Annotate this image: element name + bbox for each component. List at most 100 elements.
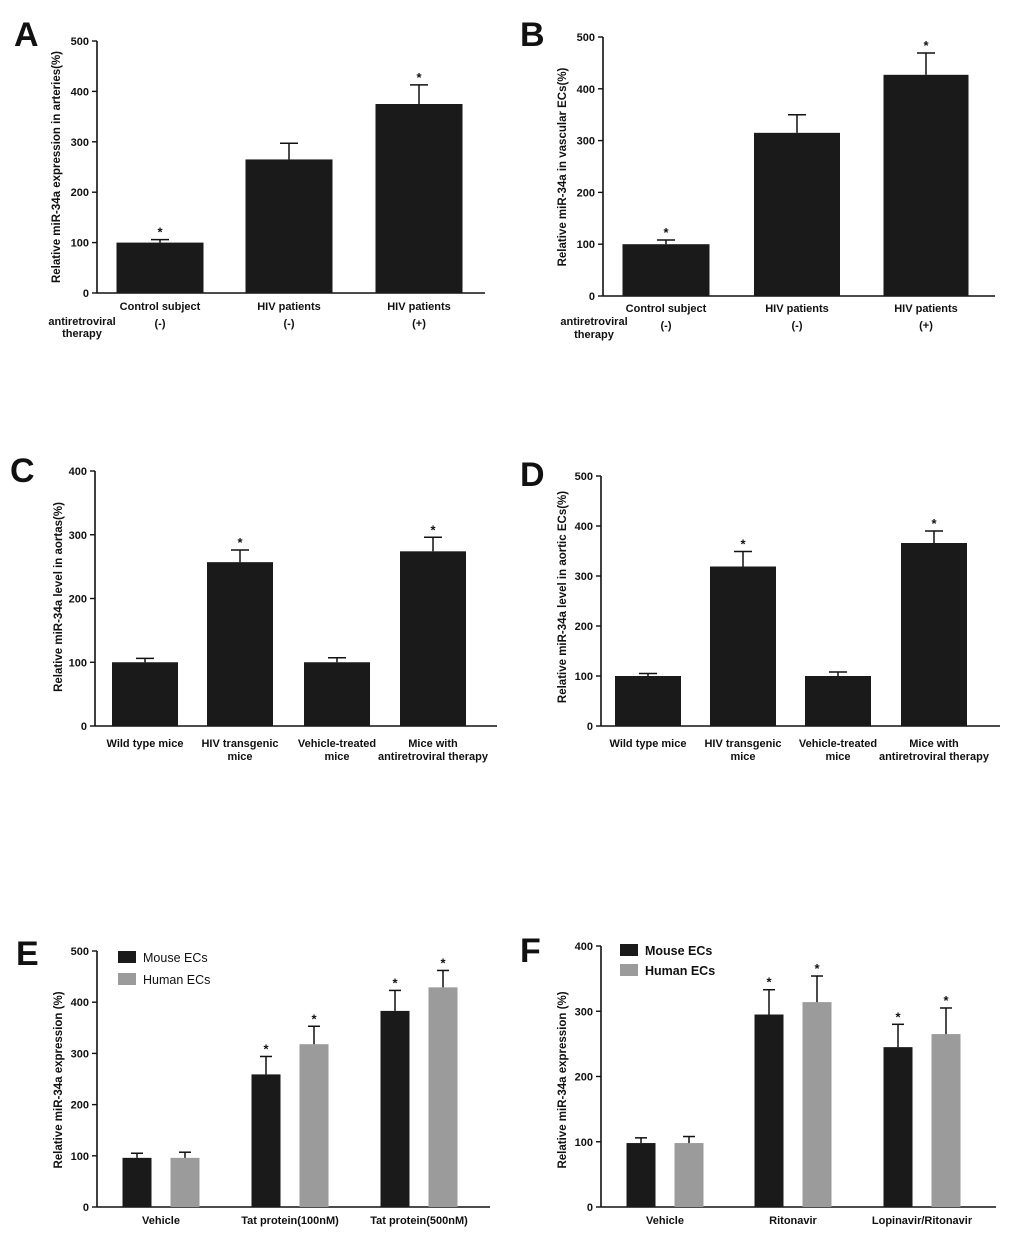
panel-letter: C (10, 452, 35, 490)
significance-marker: * (263, 1041, 269, 1056)
panel-d: D 0 100 200 300 400 500 Relative miR-34a level … (520, 456, 1000, 763)
y-tick-label: 300 (575, 1006, 593, 1018)
bar-mouse-ecs (251, 1074, 281, 1207)
y-tick-label: 100 (575, 671, 593, 683)
bar (304, 662, 370, 726)
row-label: therapy (62, 328, 103, 340)
y-tick-label: 500 (71, 946, 89, 958)
bar-mouse-ecs (380, 1010, 410, 1207)
y-axis-label: Relative miR-34a expression (%) (53, 991, 65, 1168)
legend-label: Mouse ECs (143, 951, 208, 965)
significance-marker: * (392, 975, 398, 990)
bar-human-ecs (674, 1143, 704, 1207)
bar (207, 562, 273, 726)
y-tick-label: 200 (575, 621, 593, 633)
legend-swatch (620, 964, 638, 976)
row-label: antiretroviral (560, 316, 627, 328)
y-tick-label: 400 (575, 521, 593, 533)
bar (901, 543, 967, 726)
significance-marker: * (814, 961, 820, 976)
y-tick-label: 300 (71, 137, 89, 149)
panel-c: C 0 100 200 300 400 Relative miR-34a level in … (10, 452, 497, 763)
x-category-label: Wild type mice (107, 738, 184, 750)
x-category-label: Tat protein(500nM) (370, 1215, 468, 1227)
y-tick-label: 200 (71, 187, 89, 199)
significance-marker: * (416, 70, 422, 85)
significance-marker: * (311, 1011, 317, 1026)
y-tick-label: 200 (577, 187, 595, 199)
legend: Mouse ECs Human ECs (620, 944, 715, 978)
y-tick-label: 400 (71, 86, 89, 98)
y-tick-label: 300 (69, 530, 87, 542)
y-tick-label: 0 (587, 1202, 593, 1214)
y-tick-label: 200 (69, 594, 87, 606)
legend-swatch (118, 951, 136, 963)
row-label: antiretroviral (48, 316, 115, 328)
treatment-indicator: (+) (412, 318, 426, 330)
x-category-label: mice (825, 751, 850, 763)
y-tick-label: 100 (71, 1151, 89, 1163)
x-category-label: Vehicle-treated (298, 738, 376, 750)
legend-swatch (118, 973, 136, 985)
treatment-indicator: (-) (792, 320, 803, 332)
bar (615, 676, 681, 726)
significance-marker: * (430, 522, 436, 537)
bar-human-ecs (299, 1044, 329, 1207)
x-category-label: Lopinavir/Ritonavir (872, 1215, 973, 1227)
bar (710, 566, 776, 726)
significance-marker: * (923, 38, 929, 53)
y-tick-label: 500 (577, 32, 595, 44)
x-category-label: HIV patients (765, 303, 829, 315)
y-tick-label: 400 (71, 997, 89, 1009)
y-tick-label: 0 (83, 288, 89, 300)
bar (116, 242, 204, 293)
x-category-label: HIV transgenic (201, 738, 278, 750)
y-tick-label: 0 (81, 721, 87, 733)
x-category-label: HIV patients (894, 303, 958, 315)
treatment-indicator: (-) (284, 318, 295, 330)
y-tick-label: 0 (587, 721, 593, 733)
y-tick-label: 400 (575, 941, 593, 953)
bar (883, 74, 969, 297)
treatment-indicator: (-) (661, 320, 672, 332)
bar (375, 104, 463, 293)
y-axis-label: Relative miR-34a expression in arteries(… (51, 51, 63, 283)
panel-letter: A (14, 16, 39, 54)
panel-b: B 0 100 200 300 400 500 Relative miR-34a in vas… (520, 16, 995, 341)
x-category-label: Wild type mice (610, 738, 687, 750)
panel-letter: E (16, 935, 39, 973)
y-tick-label: 0 (83, 1202, 89, 1214)
significance-marker: * (931, 516, 937, 531)
bar-mouse-ecs (754, 1014, 784, 1207)
treatment-indicator: (+) (919, 320, 933, 332)
x-category-label: HIV transgenic (704, 738, 781, 750)
significance-marker: * (766, 975, 772, 990)
x-category-label: HIV patients (257, 301, 321, 313)
legend: Mouse ECs Human ECs (118, 951, 210, 987)
panel-f: F 0 100 200 300 400 Relative miR-34a expressio… (520, 932, 996, 1227)
x-category-label: Vehicle (646, 1215, 684, 1227)
significance-marker: * (943, 993, 949, 1008)
x-category-label: antiretroviral therapy (378, 751, 489, 763)
y-tick-label: 100 (577, 239, 595, 251)
x-category-label: mice (730, 751, 755, 763)
y-tick-label: 100 (69, 657, 87, 669)
bar (245, 159, 333, 293)
treatment-indicator: (-) (155, 318, 166, 330)
y-tick-label: 400 (577, 84, 595, 96)
y-tick-label: 300 (71, 1048, 89, 1060)
significance-marker: * (440, 955, 446, 970)
y-tick-label: 300 (575, 571, 593, 583)
panel-letter: B (520, 16, 545, 54)
panel-letter: D (520, 456, 545, 494)
x-category-label: HIV patients (387, 301, 451, 313)
y-tick-label: 100 (575, 1137, 593, 1149)
legend-swatch (620, 944, 638, 956)
y-axis-label: Relative miR-34a in vascular ECs(%) (557, 67, 569, 266)
panel-e: E 0 100 200 300 400 500 Relative miR-34a expres… (16, 935, 490, 1227)
bar-human-ecs (931, 1034, 961, 1207)
row-label: therapy (574, 329, 615, 341)
legend-label: Mouse ECs (645, 944, 712, 958)
y-tick-label: 0 (589, 291, 595, 303)
